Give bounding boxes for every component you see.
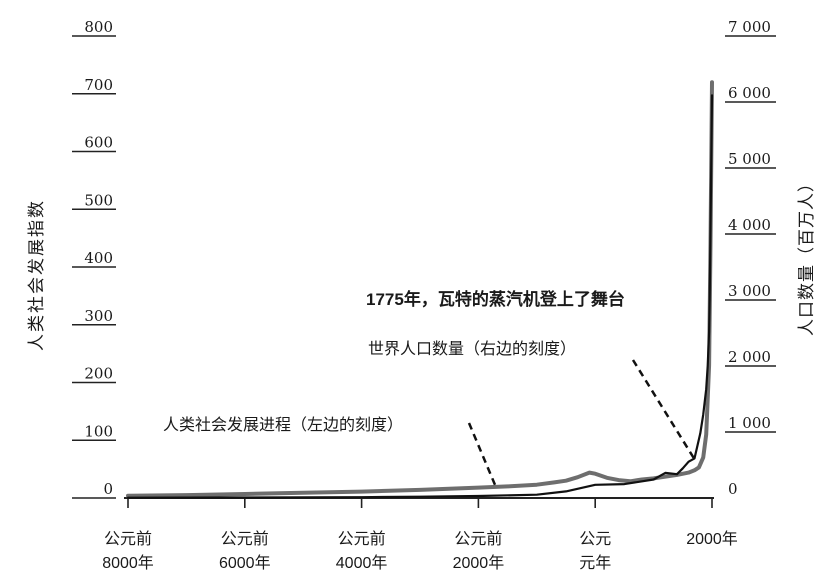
left-tick-label: 700 [84, 76, 113, 94]
right-axis: 7 000 6 000 5 000 4 000 3 000 2 000 1 000 0 [725, 18, 776, 498]
population-leader-line [631, 359, 697, 462]
left-tick-label: 400 [84, 249, 113, 267]
x-tick-label: 公元前 [338, 530, 386, 548]
annotation-social-development: 人类社会发展进程（左边的刻度） [163, 416, 403, 434]
right-tick-label: 5 000 [728, 150, 771, 168]
x-tick-label: 公元前 [221, 530, 269, 548]
annotation-population: 世界人口数量（右边的刻度） [368, 340, 576, 358]
x-tick-label: 公元前 [454, 530, 502, 548]
x-tick-label: 6000年 [219, 554, 271, 572]
series-social-development-line [126, 80, 714, 498]
x-tick-label: 8000年 [102, 554, 154, 572]
right-tick-label: 2 000 [728, 348, 771, 366]
right-tick-label: 3 000 [728, 282, 771, 300]
x-tick-label: 公元前 [104, 530, 152, 548]
right-tick-label: 7 000 [728, 18, 771, 36]
series-layer [126, 80, 714, 499]
left-tick-label: 500 [84, 191, 113, 209]
left-tick-label: 800 [84, 18, 113, 36]
leader-lines [467, 359, 697, 488]
right-tick-label: 0 [728, 480, 738, 498]
right-axis-title: 人口数量（百万人） [797, 174, 817, 336]
left-tick-label: 600 [84, 134, 113, 152]
x-tick-label: 2000年 [453, 554, 505, 572]
left-tick-label: 0 [103, 480, 113, 498]
x-tick-label: 2000年 [686, 530, 738, 548]
right-tick-label: 1 000 [728, 414, 771, 432]
left-tick-label: 200 [84, 365, 113, 383]
annotation-steam-engine: 1775年，瓦特的蒸汽机登上了舞台 [366, 289, 625, 309]
left-tick-label: 100 [84, 422, 113, 440]
x-tick-label: 4000年 [336, 554, 388, 572]
right-tick-label: 4 000 [728, 216, 771, 234]
x-tick-label: 公元 [579, 531, 611, 548]
series-population-line [126, 94, 714, 499]
left-axis: 800 700 600 500 400 300 200 100 0 [72, 18, 116, 499]
x-tick-label: 元年 [579, 554, 611, 572]
social-leader-line [467, 422, 498, 488]
left-axis-title: 人类社会发展指数 [27, 199, 47, 351]
right-tick-label: 6 000 [728, 84, 771, 102]
left-tick-label: 300 [84, 307, 113, 325]
